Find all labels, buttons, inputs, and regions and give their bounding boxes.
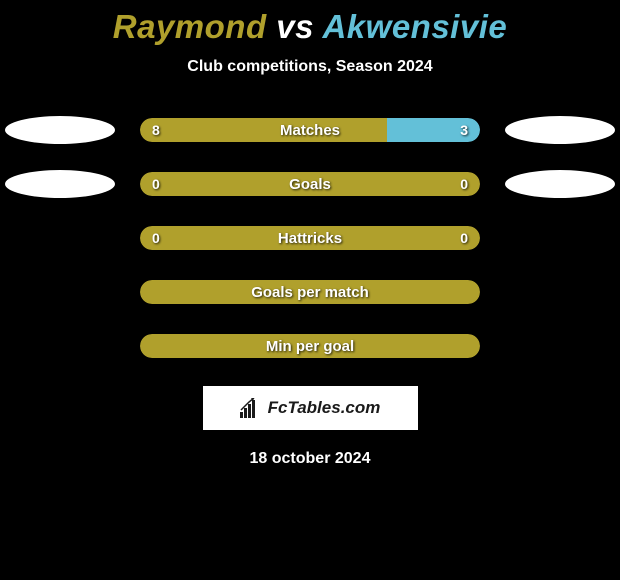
subtitle: Club competitions, Season 2024: [187, 58, 432, 76]
stat-rows: Matches 8 3 Goals 0 0 Hattricks 0 0 Goals per mat…: [0, 118, 620, 358]
comparison-infographic: Raymond vs Akwensivie Club competitions,…: [0, 0, 620, 580]
bar-chart-icon: [240, 398, 262, 418]
player2-ellipse: [505, 170, 615, 198]
stat-value-right: 3: [460, 122, 468, 138]
stat-value-left: 0: [152, 230, 160, 246]
stat-value-left: 0: [152, 176, 160, 192]
player2-ellipse: [505, 116, 615, 144]
stat-row: Goals per match: [0, 280, 620, 304]
bar-left-fill: [140, 118, 387, 142]
title-player2: Akwensivie: [322, 8, 507, 45]
stat-label: Hattricks: [278, 230, 342, 247]
stat-bar: Min per goal: [140, 334, 480, 358]
stat-label: Matches: [280, 122, 340, 139]
date-label: 18 october 2024: [250, 450, 371, 468]
stat-row: Matches 8 3: [0, 118, 620, 142]
stat-bar: Hattricks 0 0: [140, 226, 480, 250]
stat-label: Min per goal: [266, 338, 354, 355]
stat-row: Min per goal: [0, 334, 620, 358]
page-title: Raymond vs Akwensivie: [113, 8, 507, 46]
player1-ellipse: [5, 116, 115, 144]
brand-text: FcTables.com: [268, 398, 381, 418]
stat-value-right: 0: [460, 230, 468, 246]
player1-ellipse: [5, 170, 115, 198]
stat-bar: Goals 0 0: [140, 172, 480, 196]
stat-label: Goals per match: [251, 284, 369, 301]
stat-row: Hattricks 0 0: [0, 226, 620, 250]
title-player1: Raymond: [113, 8, 267, 45]
title-vs: vs: [276, 8, 314, 45]
stat-row: Goals 0 0: [0, 172, 620, 196]
stat-label: Goals: [289, 176, 331, 193]
brand-box: FcTables.com: [203, 386, 418, 430]
stat-bar: Goals per match: [140, 280, 480, 304]
stat-value-right: 0: [460, 176, 468, 192]
stat-value-left: 8: [152, 122, 160, 138]
stat-bar: Matches 8 3: [140, 118, 480, 142]
